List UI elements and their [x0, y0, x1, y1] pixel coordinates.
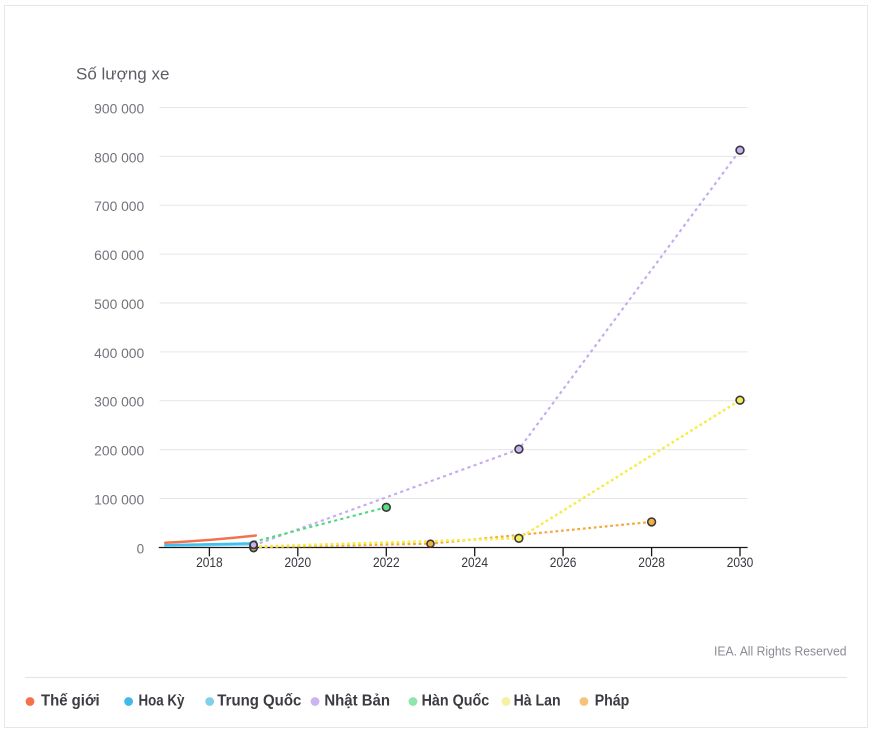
svg-text:700 000: 700 000 — [94, 199, 144, 214]
svg-text:2030: 2030 — [727, 554, 754, 570]
svg-text:Thế giới: Thế giới — [41, 693, 100, 710]
svg-text:Trung Quốc: Trung Quốc — [217, 693, 301, 710]
svg-text:Hoa Kỳ: Hoa Kỳ — [139, 693, 185, 710]
svg-text:300 000: 300 000 — [94, 395, 144, 410]
svg-text:Hà Lan: Hà Lan — [514, 693, 561, 710]
svg-text:Nhật Bản: Nhật Bản — [324, 693, 390, 710]
svg-text:800 000: 800 000 — [94, 150, 144, 165]
svg-text:200 000: 200 000 — [94, 444, 144, 459]
svg-text:2022: 2022 — [373, 554, 400, 570]
svg-text:2018: 2018 — [196, 554, 223, 570]
svg-text:600 000: 600 000 — [94, 248, 144, 263]
svg-text:Số lượng xe: Số lượng xe — [76, 65, 169, 84]
svg-text:Hàn Quốc: Hàn Quốc — [422, 693, 490, 710]
svg-text:400 000: 400 000 — [94, 346, 144, 361]
svg-text:IEA. All Rights Reserved: IEA. All Rights Reserved — [714, 644, 847, 659]
svg-text:Pháp: Pháp — [595, 693, 630, 710]
svg-text:100 000: 100 000 — [94, 492, 144, 507]
svg-text:2026: 2026 — [550, 554, 577, 570]
svg-text:500 000: 500 000 — [94, 297, 144, 312]
svg-text:2028: 2028 — [638, 554, 665, 570]
svg-text:2024: 2024 — [461, 554, 488, 570]
svg-text:900 000: 900 000 — [94, 101, 144, 116]
svg-text:0: 0 — [137, 541, 145, 556]
svg-text:2020: 2020 — [285, 554, 312, 570]
